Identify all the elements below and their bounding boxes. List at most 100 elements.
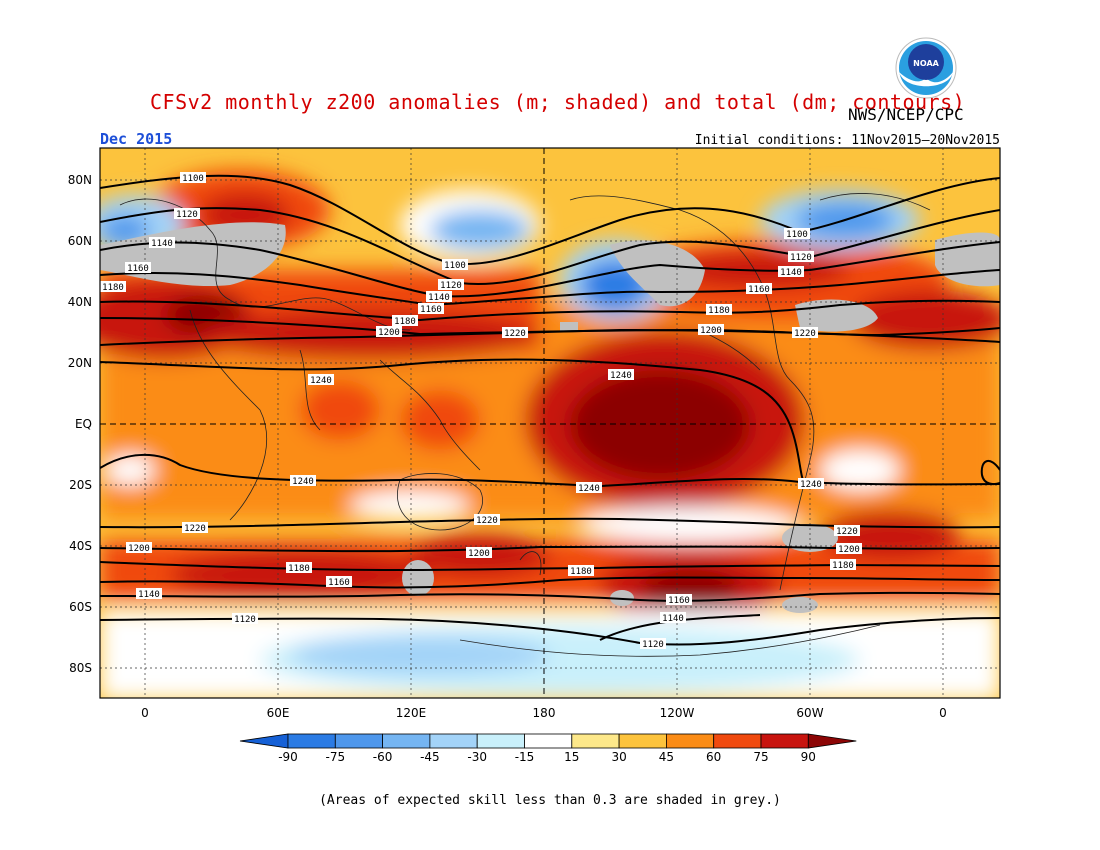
colorbar-label: -75: [325, 750, 345, 764]
svg-text:1200: 1200: [128, 544, 150, 554]
lat-tick: 80N: [68, 173, 92, 187]
svg-text:1100: 1100: [786, 230, 808, 240]
graticule: [100, 148, 1000, 698]
contour-label: 1220: [182, 522, 208, 534]
contour-label: 1200: [376, 326, 402, 338]
lon-tick: 180: [533, 706, 556, 720]
lat-tick: 60S: [69, 600, 92, 614]
svg-text:1120: 1120: [642, 640, 664, 650]
contour-label: 1220: [502, 327, 528, 339]
colorbar-swatch: [571, 733, 620, 749]
svg-text:1140: 1140: [138, 590, 160, 600]
low-skill-areas: [100, 222, 1000, 613]
contour-label: 1240: [308, 374, 334, 386]
colorbar-swatch: [429, 733, 478, 749]
svg-text:1200: 1200: [700, 326, 722, 336]
contour-label: 1180: [830, 559, 856, 571]
initial-conditions: Initial conditions: 11Nov2015–20Nov2015: [694, 133, 1000, 148]
contour-label: 1220: [834, 525, 860, 537]
contour-label: 1120: [438, 279, 464, 291]
contour-label: 1240: [290, 475, 316, 487]
colorbar-swatch: [713, 733, 762, 749]
lat-tick: 40S: [69, 539, 92, 553]
lat-tick: 40N: [68, 295, 92, 309]
contour-label: 1200: [836, 543, 862, 555]
lat-tick: 20S: [69, 478, 92, 492]
svg-text:1100: 1100: [444, 261, 466, 271]
anomaly-shading: 1100 1100 1100 1120 1120 1120 1120 1120 …: [100, 148, 1000, 698]
contour-label: 1180: [706, 304, 732, 316]
contour-label: 1120: [640, 638, 666, 650]
lat-axis: 80N 60N 40N 20N EQ 20S 40S 60S 80S: [68, 173, 92, 675]
forecast-month: Dec 2015: [100, 130, 173, 148]
svg-text:1240: 1240: [292, 477, 314, 487]
lat-tick: EQ: [75, 417, 92, 431]
colorbar-swatch: [334, 733, 383, 749]
svg-text:1240: 1240: [610, 371, 632, 381]
contour-label: 1160: [326, 576, 352, 588]
contour-label: 1200: [126, 542, 152, 554]
contour-label: 1160: [746, 283, 772, 295]
noaa-logo: NOAA: [895, 37, 957, 99]
contour-label: 1140: [660, 612, 686, 624]
contour-label: 1180: [100, 281, 126, 293]
svg-text:1220: 1220: [794, 329, 816, 339]
equator-dateline: [100, 148, 1000, 698]
svg-text:1140: 1140: [428, 293, 450, 303]
colorbar-swatch: [287, 733, 336, 749]
contour-labels: 1100 1100 1100 1120 1120 1120 1120 1120 …: [100, 172, 862, 650]
svg-text:1220: 1220: [836, 527, 858, 537]
contour-label: 1100: [442, 259, 468, 271]
contour-label: 1240: [798, 478, 824, 490]
colorbar-swatch: [524, 733, 573, 749]
svg-text:1220: 1220: [184, 524, 206, 534]
svg-text:1200: 1200: [468, 549, 490, 559]
lon-tick: 120W: [660, 706, 695, 720]
colorbar-label: -15: [515, 750, 535, 764]
svg-text:1140: 1140: [151, 239, 173, 249]
svg-text:1160: 1160: [328, 578, 350, 588]
lat-tick: 20N: [68, 356, 92, 370]
contour-label: 1200: [466, 547, 492, 559]
svg-text:1160: 1160: [668, 596, 690, 606]
noaa-logo-text: NOAA: [913, 59, 939, 68]
contour-label: 1180: [286, 562, 312, 574]
svg-text:1240: 1240: [310, 376, 332, 386]
lat-tick: 60N: [68, 234, 92, 248]
svg-text:1160: 1160: [420, 305, 442, 315]
colorbar-swatch: [666, 733, 715, 749]
lat-tick: 80S: [69, 661, 92, 675]
svg-text:1120: 1120: [176, 210, 198, 220]
contour-label: 1160: [666, 594, 692, 606]
colorbar-label: 30: [611, 750, 626, 764]
lon-tick: 0: [141, 706, 149, 720]
contour-label: 1120: [174, 208, 200, 220]
svg-text:1240: 1240: [800, 480, 822, 490]
svg-text:1180: 1180: [102, 283, 124, 293]
colorbar-label: -45: [420, 750, 440, 764]
contour-label: 1180: [392, 315, 418, 327]
colorbar-swatch: [382, 733, 431, 749]
contour-label: 1240: [608, 369, 634, 381]
colorbar-arrow-high: [807, 733, 857, 749]
svg-text:1180: 1180: [570, 567, 592, 577]
svg-text:1140: 1140: [662, 614, 684, 624]
svg-text:1160: 1160: [127, 264, 149, 274]
colorbar-label: -90: [278, 750, 298, 764]
contour-label: 1140: [426, 291, 452, 303]
colorbar-label: -30: [467, 750, 487, 764]
contour-label: 1160: [125, 262, 151, 274]
colorbar-label: 75: [753, 750, 768, 764]
contour-label: 1160: [418, 303, 444, 315]
contour-label: 1140: [778, 266, 804, 278]
svg-text:1120: 1120: [234, 615, 256, 625]
colorbar-arrow-low: [239, 733, 289, 749]
svg-text:1200: 1200: [378, 328, 400, 338]
colorbar-label: 45: [659, 750, 674, 764]
svg-text:1180: 1180: [288, 564, 310, 574]
footnote: (Areas of expected skill less than 0.3 a…: [319, 793, 781, 808]
svg-text:1140: 1140: [780, 268, 802, 278]
lon-tick: 60E: [267, 706, 290, 720]
lon-tick: 0: [939, 706, 947, 720]
